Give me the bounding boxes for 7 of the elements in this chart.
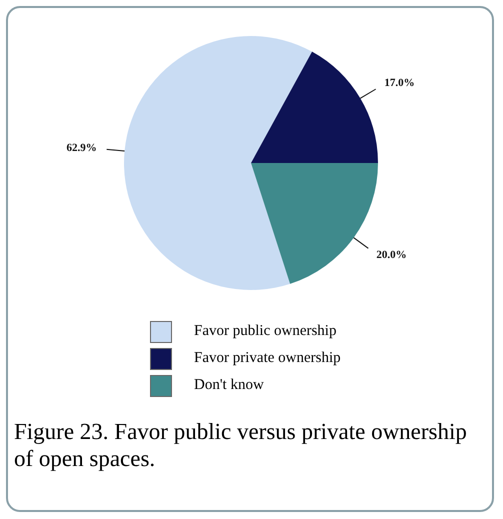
data-label: 62.9% xyxy=(66,142,97,154)
legend-label: Favor private ownership xyxy=(194,350,341,367)
legend-label: Don't know xyxy=(194,377,264,394)
legend-label: Favor public ownership xyxy=(194,323,336,340)
data-label: 17.0% xyxy=(384,76,415,89)
data-label: 20.0% xyxy=(376,249,407,262)
text: Figure 23. Favor public versus private ownership of open spaces. xyxy=(14,418,468,472)
